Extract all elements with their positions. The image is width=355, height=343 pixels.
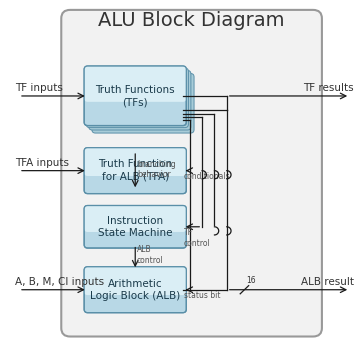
Text: ALB result: ALB result [301,277,354,287]
FancyBboxPatch shape [84,66,186,126]
Text: TFA inputs: TFA inputs [16,158,70,168]
Text: TF
control: TF control [184,228,211,248]
FancyBboxPatch shape [84,148,186,176]
Text: Truth Function
for ALB (TFA): Truth Function for ALB (TFA) [98,159,172,182]
FancyBboxPatch shape [61,10,322,336]
Text: 16: 16 [246,276,256,285]
FancyBboxPatch shape [86,68,189,128]
Text: TF inputs: TF inputs [16,83,63,93]
FancyBboxPatch shape [84,205,186,248]
FancyBboxPatch shape [84,267,186,295]
Text: ALU Block Diagram: ALU Block Diagram [98,11,285,29]
Text: Truth Functions
(TFs): Truth Functions (TFs) [95,85,175,107]
FancyBboxPatch shape [92,73,194,133]
FancyBboxPatch shape [84,267,186,313]
Text: status bit: status bit [184,292,220,300]
Text: conditionals: conditionals [184,172,230,181]
FancyBboxPatch shape [84,66,186,102]
Text: branching
behavior: branching behavior [137,160,176,179]
FancyBboxPatch shape [89,70,191,130]
Text: ALB
control: ALB control [137,245,164,264]
Text: A, B, M, CI inputs: A, B, M, CI inputs [16,277,105,287]
Text: Arithmetic
Logic Block (ALB): Arithmetic Logic Block (ALB) [90,279,180,301]
FancyBboxPatch shape [84,205,186,232]
Text: Instruction
State Machine: Instruction State Machine [98,216,173,238]
Text: TF results: TF results [303,83,354,93]
FancyBboxPatch shape [84,148,186,193]
